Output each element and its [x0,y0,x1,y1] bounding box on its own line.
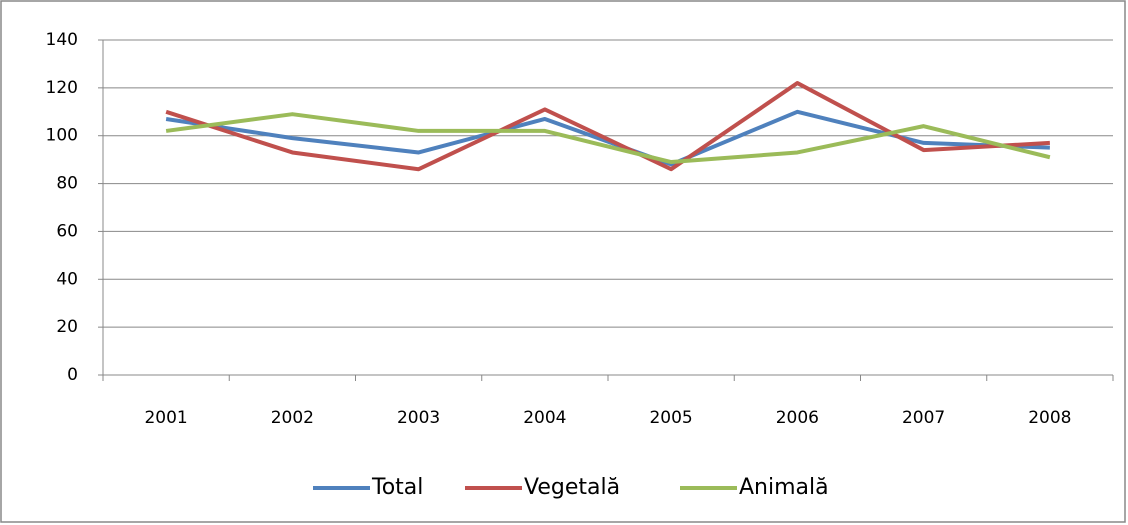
x-tick-label: 2006 [776,408,819,428]
x-tick-label: 2003 [397,408,440,428]
y-tick-label: 20 [56,317,78,337]
legend-label: Total [371,475,423,500]
series-line [165,112,1051,165]
legend-label: Animală [739,475,829,500]
x-tick-label: 2002 [271,408,314,428]
y-tick-label: 80 [56,174,78,194]
series-line [165,81,1050,172]
x-tick-label: 2001 [144,408,187,428]
y-tick-label: 100 [46,126,78,146]
x-tick-label: 2008 [1028,408,1071,428]
y-tick-label: 60 [56,221,78,241]
y-tick-label: 0 [67,365,78,385]
x-tick-label: 2007 [902,408,945,428]
x-tick-label: 2004 [523,408,566,428]
y-tick-label: 40 [56,269,78,289]
y-tick-label: 140 [46,30,78,50]
y-tick-label: 120 [46,78,78,98]
x-tick-label: 2005 [649,408,692,428]
legend-label: Vegetală [524,475,620,500]
